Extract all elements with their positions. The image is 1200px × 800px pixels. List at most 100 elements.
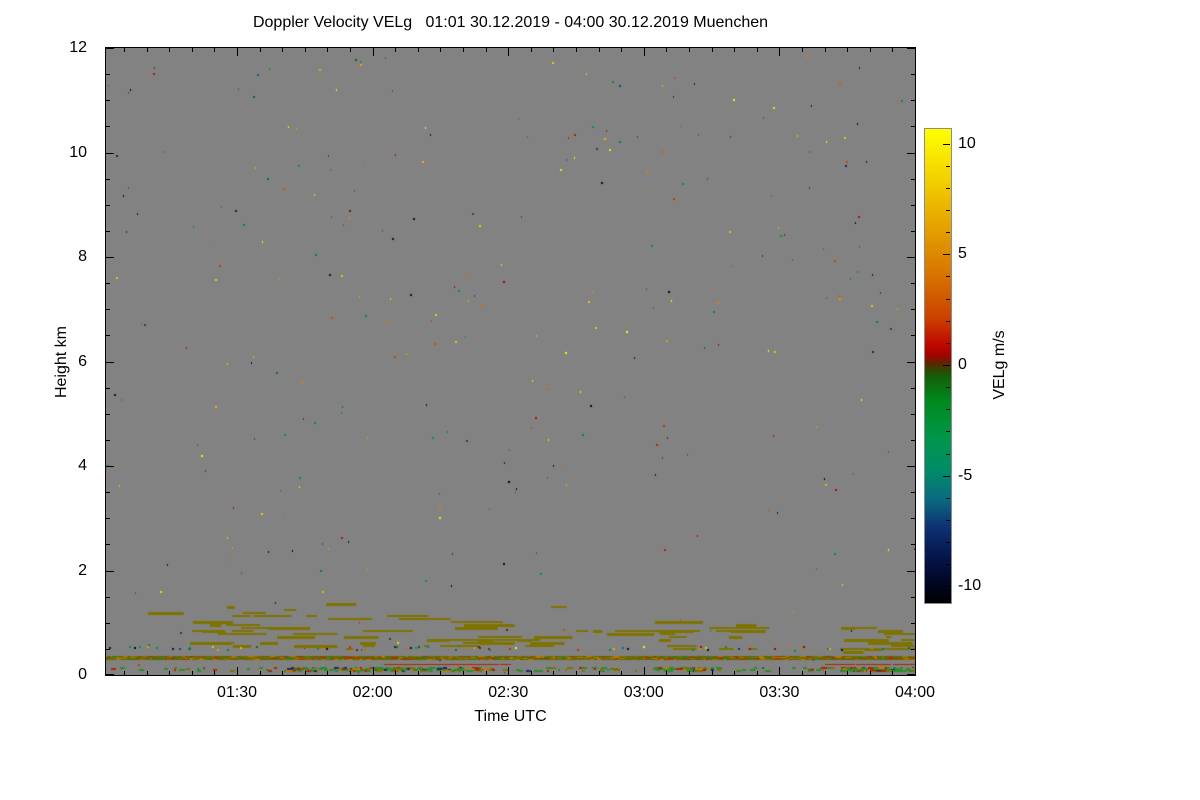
colorbar-tick-mark (943, 476, 950, 477)
y-tick-label: 2 (78, 561, 87, 579)
tick-mark (106, 74, 110, 75)
colorbar-tick-mark (946, 409, 950, 410)
tick-mark (106, 257, 114, 258)
tick-mark (106, 179, 110, 180)
colorbar-tick-mark (946, 210, 950, 211)
colorbar-tick-mark (946, 188, 950, 189)
x-tick-label: 03:00 (623, 684, 664, 701)
tick-mark (106, 649, 110, 650)
tick-mark (282, 48, 283, 52)
tick-mark (169, 671, 170, 675)
tick-mark (124, 48, 125, 52)
tick-mark (892, 671, 893, 675)
tick-mark (106, 623, 110, 624)
y-tick-label: 12 (69, 39, 87, 56)
tick-mark (531, 671, 532, 675)
tick-mark (508, 48, 509, 56)
tick-mark (734, 671, 735, 675)
tick-mark (106, 335, 110, 336)
tick-mark (508, 667, 509, 675)
tick-mark (373, 48, 374, 56)
tick-mark (305, 671, 306, 675)
tick-mark (169, 48, 170, 52)
colorbar-tick-mark (943, 365, 950, 366)
tick-mark (599, 48, 600, 52)
tick-mark (907, 571, 915, 572)
tick-mark (712, 48, 713, 52)
tick-mark (106, 518, 110, 519)
y-tick-label: 6 (78, 352, 87, 370)
tick-mark (621, 48, 622, 52)
tick-mark (260, 48, 261, 52)
tick-mark (237, 48, 238, 56)
colorbar-tick-mark (946, 542, 950, 543)
tick-mark (106, 205, 110, 206)
colorbar-tick-mark (946, 564, 950, 565)
plot-title: Doppler Velocity VELg 01:01 30.12.2019 -… (252, 14, 769, 31)
tick-mark (689, 671, 690, 675)
tick-mark (486, 48, 487, 52)
tick-mark (106, 571, 114, 572)
tick-mark (907, 674, 915, 675)
tick-mark (915, 48, 916, 56)
colorbar-tick-mark (946, 387, 950, 388)
tick-mark (907, 48, 915, 49)
colorbar-tick-mark (946, 299, 950, 300)
colorbar-tick-label: 0 (958, 356, 967, 373)
tick-mark (106, 544, 110, 545)
tick-mark (418, 671, 419, 675)
tick-mark (892, 48, 893, 52)
tick-mark (418, 48, 419, 52)
colorbar-tick-mark (946, 520, 950, 521)
tick-mark (911, 414, 915, 415)
x-tick-label: 04:00 (894, 684, 936, 701)
colorbar-tick-label: 5 (958, 245, 967, 263)
tick-mark (576, 48, 577, 52)
tick-mark (106, 48, 114, 49)
tick-mark (779, 667, 780, 675)
tick-mark (106, 466, 114, 467)
colorbar-title: VELg m/s (991, 330, 1008, 400)
tick-mark (106, 597, 110, 598)
tick-mark (911, 440, 915, 441)
tick-mark (260, 671, 261, 675)
tick-mark (907, 362, 915, 363)
tick-mark (825, 671, 826, 675)
tick-mark (802, 671, 803, 675)
colorbar-tick-mark (943, 586, 950, 587)
tick-mark (907, 466, 915, 467)
tick-mark (106, 309, 110, 310)
tick-mark (192, 671, 193, 675)
tick-mark (911, 492, 915, 493)
tick-mark (395, 48, 396, 52)
tick-mark (553, 48, 554, 52)
tick-mark (373, 667, 374, 675)
tick-mark (734, 48, 735, 52)
tick-mark (106, 492, 110, 493)
tick-mark (911, 544, 915, 545)
tick-mark (644, 667, 645, 675)
colorbar-tick-mark (943, 144, 950, 145)
y-tick-label: 4 (78, 457, 87, 474)
tick-mark (825, 48, 826, 52)
colorbar-tick-mark (946, 276, 950, 277)
tick-mark (915, 667, 916, 675)
tick-mark (757, 671, 758, 675)
tick-mark (106, 100, 110, 101)
tick-mark (911, 388, 915, 389)
tick-mark (395, 671, 396, 675)
plot-canvas (106, 48, 915, 675)
colorbar-tick-mark (946, 343, 950, 344)
colorbar-tick-mark (946, 232, 950, 233)
tick-mark (847, 48, 848, 52)
tick-mark (463, 671, 464, 675)
tick-mark (440, 48, 441, 52)
colorbar-tick-mark (946, 321, 950, 322)
tick-mark (911, 309, 915, 310)
tick-mark (350, 671, 351, 675)
x-tick-label: 03:30 (759, 684, 800, 701)
tick-mark (237, 667, 238, 675)
tick-mark (911, 649, 915, 650)
tick-mark (192, 48, 193, 52)
